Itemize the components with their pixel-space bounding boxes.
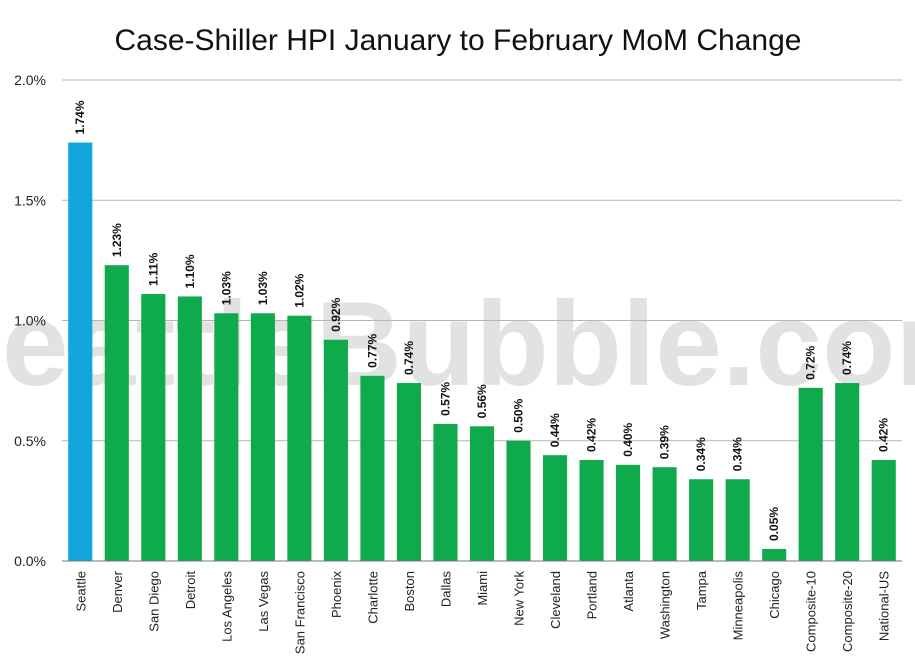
- bar: [433, 423, 458, 561]
- data-label: 1.10%: [183, 254, 197, 288]
- data-label: 0.77%: [365, 333, 379, 367]
- bar: [396, 383, 422, 561]
- data-label: 1.03%: [256, 271, 270, 305]
- data-label: 0.34%: [694, 437, 708, 471]
- bar: [250, 313, 275, 561]
- y-tick-label: 2.0%: [14, 72, 46, 88]
- bar: [469, 426, 495, 561]
- bar: [68, 142, 93, 561]
- bar: [177, 296, 202, 561]
- x-tick-label: Washington: [658, 571, 673, 639]
- x-tick-label: Chicago: [767, 571, 782, 619]
- bars: [68, 142, 896, 561]
- x-tick-label: Composite-10: [804, 571, 819, 652]
- data-label: 0.74%: [402, 341, 416, 375]
- x-tick-label: San Diego: [146, 571, 161, 632]
- data-label: 1.11%: [146, 252, 160, 286]
- bar: [542, 455, 568, 561]
- bar: [579, 459, 604, 561]
- data-label: 1.23%: [110, 223, 124, 257]
- data-label: 1.74%: [73, 100, 87, 134]
- x-tick-label: Portland: [585, 571, 600, 619]
- data-label: 0.57%: [438, 382, 452, 416]
- data-label: 0.72%: [804, 345, 818, 379]
- x-tick-label: Los Angeles: [219, 571, 234, 642]
- bar: [762, 548, 787, 561]
- data-label: 0.40%: [621, 422, 635, 456]
- x-tick-label: Dallas: [438, 571, 453, 608]
- data-label: 1.03%: [219, 271, 233, 305]
- x-tick-label: San Francisco: [292, 571, 307, 654]
- bar: [287, 315, 312, 561]
- y-tick-label: 0.0%: [14, 553, 46, 569]
- bar: [104, 265, 129, 561]
- y-tick-label: 1.5%: [14, 192, 46, 208]
- y-axis-ticks: 0.0% 0.5% 1.0% 1.5% 2.0%: [14, 72, 46, 569]
- x-tick-label: Composite-20: [840, 571, 855, 652]
- bar: [141, 294, 166, 561]
- data-labels: 1.74% 1.23% 1.11% 1.10% 1.03% 1.03% 1.02% 0.92%…: [73, 100, 890, 541]
- bar: [725, 479, 750, 561]
- x-tick-label: New York: [512, 571, 527, 626]
- x-tick-label: Phoenix: [329, 571, 344, 618]
- y-tick-label: 1.0%: [14, 313, 46, 329]
- x-axis-ticks: Seattle Denver San Diego Detroit Los Angeles…: [73, 570, 891, 654]
- x-tick-label: Atlanta: [621, 570, 636, 611]
- x-tick-label: Charlotte: [365, 571, 380, 624]
- data-label: 1.02%: [292, 273, 306, 307]
- bar: [689, 479, 714, 561]
- data-label: 0.39%: [658, 425, 672, 459]
- bar: [214, 313, 239, 561]
- bar: [616, 464, 641, 561]
- x-tick-label: Boston: [402, 571, 417, 611]
- x-tick-label: Detroit: [183, 571, 198, 610]
- watermark: SeattleBubble.com: [0, 277, 915, 411]
- chart-title: Case-Shiller HPI January to February MoM…: [115, 24, 802, 57]
- bar: [506, 440, 531, 561]
- x-tick-label: Las Vegas: [256, 571, 271, 632]
- data-label: 0.56%: [475, 384, 489, 418]
- data-label: 0.42%: [877, 418, 891, 452]
- data-label: 0.05%: [767, 507, 781, 541]
- bar: [323, 339, 348, 561]
- y-tick-label: 0.5%: [14, 433, 46, 449]
- data-label: 0.44%: [548, 413, 562, 447]
- x-tick-label: Minneapolis: [731, 571, 746, 641]
- data-label: 0.34%: [731, 437, 745, 471]
- x-tick-label: Miami: [475, 571, 490, 606]
- data-label: 0.92%: [329, 297, 343, 331]
- bar: [652, 467, 677, 561]
- data-label: 0.74%: [840, 341, 854, 375]
- x-tick-label: National-US: [877, 571, 892, 641]
- x-tick-label: Tampa: [694, 570, 709, 610]
- x-tick-label: Denver: [110, 570, 125, 613]
- bar: [871, 459, 896, 561]
- x-tick-label: Cleveland: [548, 571, 563, 629]
- x-tick-label: Seattle: [73, 571, 88, 611]
- bar: [360, 375, 385, 561]
- data-label: 0.50%: [512, 398, 526, 432]
- data-label: 0.42%: [585, 418, 599, 452]
- bar: [798, 387, 823, 561]
- bar: [835, 383, 860, 561]
